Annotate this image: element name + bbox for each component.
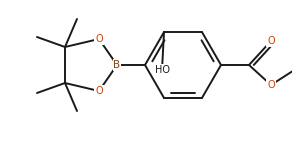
Text: HO: HO	[154, 65, 169, 75]
Text: O: O	[267, 80, 275, 90]
Text: B: B	[113, 60, 121, 70]
Text: O: O	[95, 34, 103, 44]
Text: O: O	[267, 36, 275, 46]
Text: O: O	[95, 86, 103, 96]
